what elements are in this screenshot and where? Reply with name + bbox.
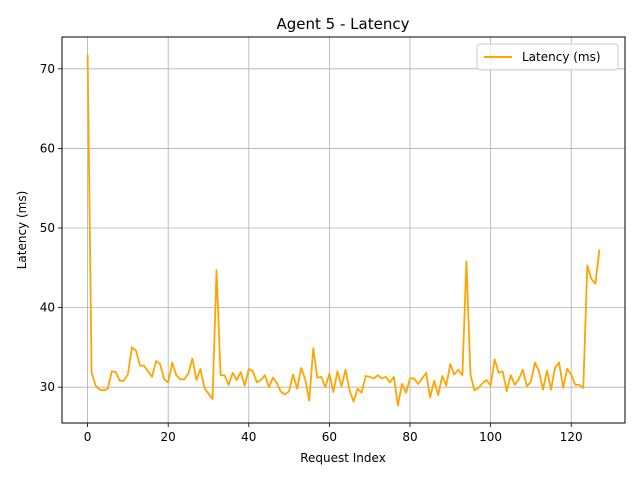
y-tick-label: 60 bbox=[40, 141, 55, 155]
y-tick-label: 30 bbox=[40, 380, 55, 394]
y-tick-label: 70 bbox=[40, 62, 55, 76]
series-line bbox=[86, 54, 601, 407]
x-tick-label: 60 bbox=[322, 430, 337, 444]
x-tick-label: 0 bbox=[84, 430, 92, 444]
y-axis-ticks: 30 40 50 60 70 bbox=[40, 62, 62, 394]
y-axis-label: Latency (ms) bbox=[15, 191, 29, 270]
x-tick-label: 20 bbox=[161, 430, 176, 444]
x-tick-label: 80 bbox=[402, 430, 417, 444]
x-axis-label: Request Index bbox=[300, 451, 386, 465]
chart-title: Agent 5 - Latency bbox=[277, 15, 410, 33]
y-tick-label: 40 bbox=[40, 301, 55, 315]
grid bbox=[62, 37, 625, 423]
x-axis-ticks: 0 20 40 60 80 100 120 bbox=[84, 423, 583, 444]
x-tick-label: 40 bbox=[241, 430, 256, 444]
plot-lines bbox=[86, 54, 601, 407]
legend-box bbox=[476, 43, 619, 71]
y-tick-label: 50 bbox=[40, 221, 55, 235]
x-tick-label: 120 bbox=[560, 430, 583, 444]
legend: Latency (ms) bbox=[476, 43, 619, 71]
legend-label: Latency (ms) bbox=[522, 50, 601, 64]
x-tick-label: 100 bbox=[479, 430, 502, 444]
plot-frame bbox=[61, 36, 626, 424]
